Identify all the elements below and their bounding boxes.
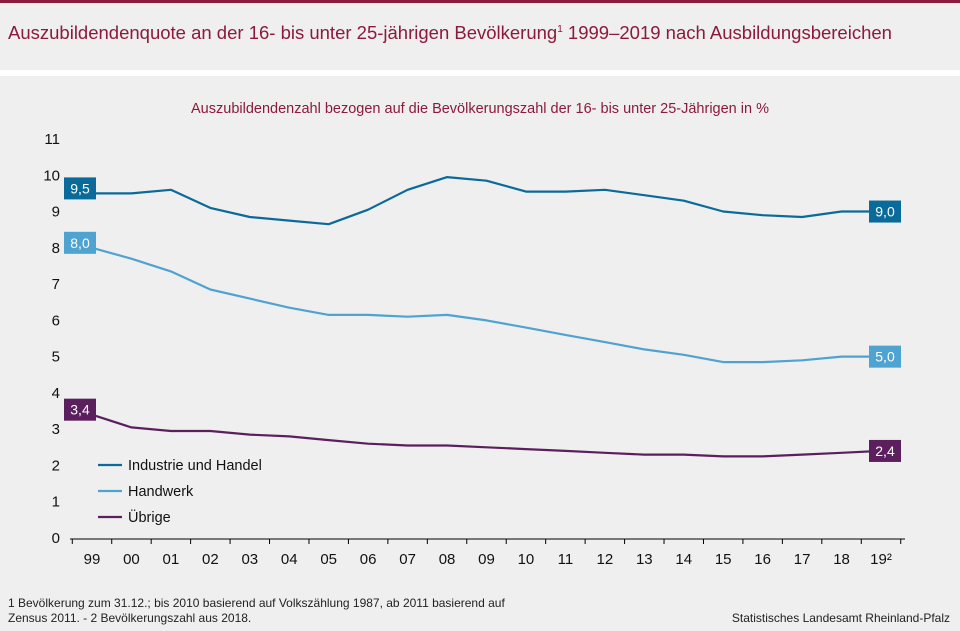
x-tick-label: 07 [399,551,416,568]
y-tick-label: 7 [52,276,60,293]
legend-label: Industrie und Handel [128,458,262,474]
x-tick-label: 13 [636,551,653,568]
chart-subtitle: Auszubildendenzahl bezogen auf die Bevöl… [191,101,769,117]
y-tick-label: 5 [52,349,60,366]
page-title: Auszubildendenquote an der 16- bis unter… [8,22,892,44]
x-tick-label: 12 [597,551,614,568]
x-tick-label: 19² [870,551,892,568]
x-tick-label: 16 [754,551,771,568]
end-value-badge [869,439,901,462]
footnote: 1 Bevölkerung zum 31.12.; bis 2010 basie… [8,596,505,626]
y-tick-label: 6 [52,312,60,329]
top-accent-bar [0,0,960,3]
x-tick-label: 00 [123,551,140,568]
y-tick-label: 3 [52,421,60,438]
x-tick-label: 14 [675,551,692,568]
x-tick-label: 04 [281,551,298,568]
title-footnote-mark: 1 [557,23,563,35]
series-line-1 [91,246,881,364]
x-tick-label: 05 [320,551,337,568]
x-tick-label: 06 [360,551,377,568]
end-value-badge [869,345,901,368]
end-value-badge [869,200,901,223]
y-tick-label: 8 [52,240,60,257]
start-value-label: 8,0 [70,235,90,251]
x-tick-label: 02 [202,551,219,568]
x-tick-label: 03 [241,551,258,568]
y-tick-label: 0 [52,530,60,547]
y-tick-label: 10 [43,167,60,184]
footnote-line-1: 1 Bevölkerung zum 31.12.; bis 2010 basie… [8,596,505,610]
end-value-label: 9,0 [875,204,895,220]
x-tick-label: 17 [794,551,811,568]
title-rest: 1999–2019 nach Ausbildungsbereichen [562,22,892,43]
legend-label: Handwerk [128,484,194,500]
y-tick-label: 11 [44,131,60,148]
x-tick-label: 11 [558,551,574,568]
start-value-label: 9,5 [70,180,90,196]
legend-label: Übrige [128,508,171,526]
y-tick-label: 9 [52,204,60,221]
series-line-0 [92,176,881,226]
x-tick-label: 99 [84,551,101,568]
start-value-badge [64,177,96,200]
x-tick-label: 08 [439,551,456,568]
source-credit: Statistisches Landesamt Rheinland-Pfalz [731,611,950,625]
y-tick-label: 4 [52,385,60,402]
y-tick-label: 2 [52,457,60,474]
x-tick-label: 18 [833,551,850,568]
series-line-2 [91,413,882,458]
start-value-label: 3,4 [70,402,90,418]
end-value-label: 5,0 [875,349,895,365]
footnote-line-2: Zensus 2011. - 2 Bevölkerungszahl aus 20… [8,611,252,625]
title-main: Auszubildendenquote an der 16- bis unter… [8,22,558,43]
y-tick-label: 1 [52,494,60,511]
start-value-badge [64,398,96,421]
end-value-label: 2,4 [875,443,895,459]
header-separator [0,70,960,76]
x-tick-label: 10 [518,551,535,568]
start-value-badge [64,231,96,254]
x-tick-label: 15 [715,551,732,568]
x-tick-label: 09 [478,551,495,568]
x-tick-label: 01 [163,551,180,568]
